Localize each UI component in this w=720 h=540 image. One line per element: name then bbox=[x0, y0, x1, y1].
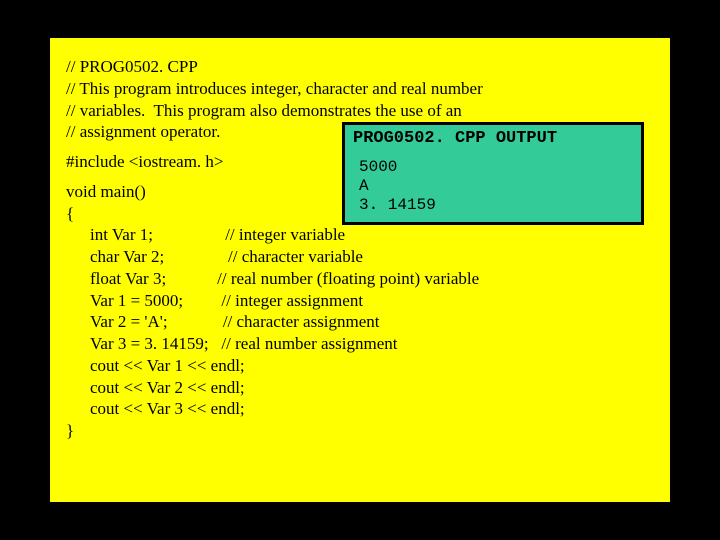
decl-line: int Var 1; // integer variable bbox=[66, 224, 654, 246]
code-listing: // PROG0502. CPP // This program introdu… bbox=[66, 56, 654, 442]
output-title: PROG0502. CPP OUTPUT bbox=[353, 129, 633, 148]
comment-line: // This program introduces integer, char… bbox=[66, 78, 654, 100]
decl-line: char Var 2; // character variable bbox=[66, 246, 654, 268]
cout-line: cout << Var 3 << endl; bbox=[66, 398, 654, 420]
cout-line: cout << Var 1 << endl; bbox=[66, 355, 654, 377]
comment-line: // PROG0502. CPP bbox=[66, 56, 654, 78]
output-line: 5000 bbox=[353, 158, 633, 177]
assign-line: Var 1 = 5000; // integer assignment bbox=[66, 290, 654, 312]
comment-line: // variables. This program also demonstr… bbox=[66, 100, 654, 122]
assign-line: Var 2 = 'A'; // character assignment bbox=[66, 311, 654, 333]
close-brace: } bbox=[66, 420, 654, 442]
code-frame: // PROG0502. CPP // This program introdu… bbox=[46, 34, 674, 506]
assign-line: Var 3 = 3. 14159; // real number assignm… bbox=[66, 333, 654, 355]
output-panel: PROG0502. CPP OUTPUT 5000 A 3. 14159 bbox=[342, 122, 644, 225]
cout-line: cout << Var 2 << endl; bbox=[66, 377, 654, 399]
output-line: A bbox=[353, 177, 633, 196]
decl-line: float Var 3; // real number (floating po… bbox=[66, 268, 654, 290]
output-line: 3. 14159 bbox=[353, 196, 633, 215]
